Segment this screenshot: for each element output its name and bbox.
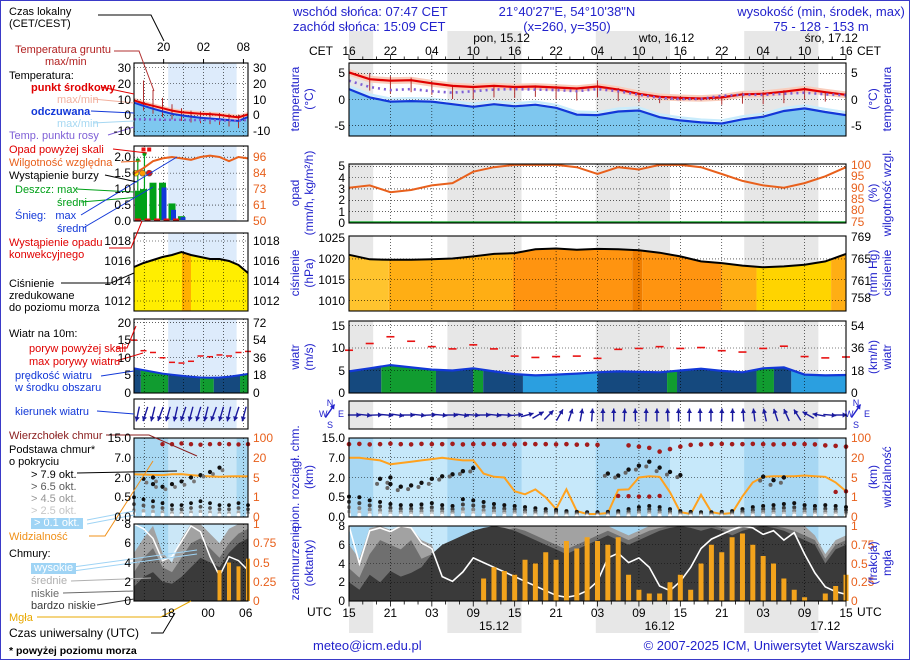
altitude-label: wysokość (min, środek, max)	[737, 4, 905, 19]
utc-label-left: UTC	[307, 605, 332, 619]
coordinates: 21°40'27"E, 54°10'38"N	[498, 4, 636, 19]
copyright: © 2007-2025 ICM, Uniwersytet Warszawski	[643, 638, 894, 653]
cet-label-right: CET	[857, 44, 881, 58]
utc-label-right: UTC	[857, 605, 882, 619]
grid-point: (x=260, y=350)	[523, 19, 611, 34]
altitude-values: 75 - 128 - 153 m	[773, 19, 869, 34]
contact-email[interactable]: meteo@icm.edu.pl	[313, 638, 422, 653]
footnote: * powyżej poziomu morza	[9, 645, 137, 657]
cet-label-left: CET	[309, 44, 333, 58]
sunrise-time: wschód słońca: 07:47 CET	[293, 4, 448, 19]
sunset-time: zachód słońca: 15:09 CET	[293, 19, 446, 34]
